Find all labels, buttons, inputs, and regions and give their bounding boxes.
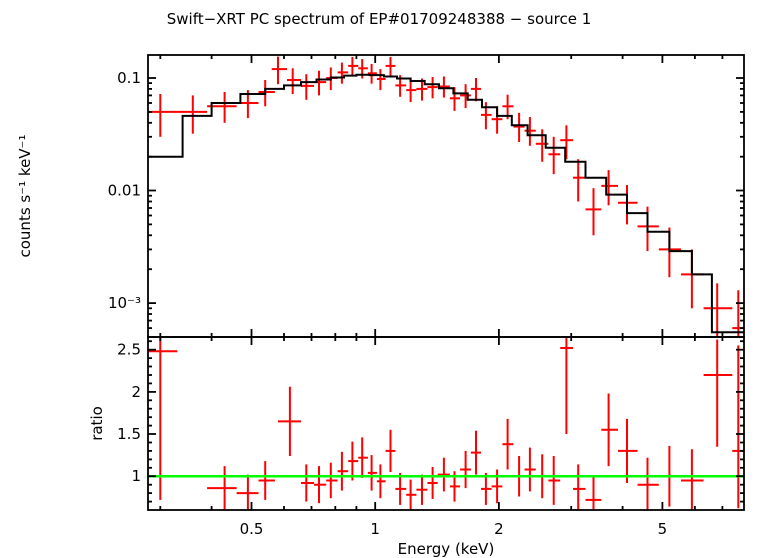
x-axis-labels: 0.5 1 2 5 Energy (keV) — [240, 520, 668, 558]
ratio-ytick-label: 2.5 — [117, 341, 141, 359]
chart-title: Swift−XRT PC spectrum of EP#01709248388 … — [166, 10, 592, 28]
spectrum-ytick-label: 0.1 — [117, 69, 141, 87]
spectrum-ytick-label: 0.01 — [108, 182, 141, 200]
ratio-ytick-label: 1.5 — [117, 425, 141, 443]
ratio-frame — [147, 336, 745, 511]
ratio-panel: 1 1.5 2 2.5 ratio — [88, 336, 745, 511]
spectrum-y-axis-label: counts s⁻¹ keV⁻¹ — [16, 135, 34, 258]
ratio-ytick-label: 2 — [131, 383, 141, 401]
ratio-y-axis-label: ratio — [88, 406, 106, 441]
spectrum-panel: 0.1 0.01 10⁻³ counts s⁻¹ keV⁻¹ — [16, 54, 745, 338]
xtick-label: 5 — [658, 520, 668, 538]
spectrum-frame — [147, 54, 745, 338]
x-axis-label: Energy (keV) — [398, 540, 495, 558]
ratio-ytick-label: 1 — [131, 467, 141, 485]
spectrum-ytick-label: 10⁻³ — [108, 294, 141, 312]
xtick-label: 0.5 — [240, 520, 264, 538]
ratio-ticks — [148, 337, 744, 510]
ratio-data-points — [148, 337, 744, 510]
xtick-label: 2 — [494, 520, 504, 538]
model-line — [148, 73, 744, 334]
xtick-label: 1 — [370, 520, 380, 538]
spectrum-ticks — [148, 55, 744, 337]
